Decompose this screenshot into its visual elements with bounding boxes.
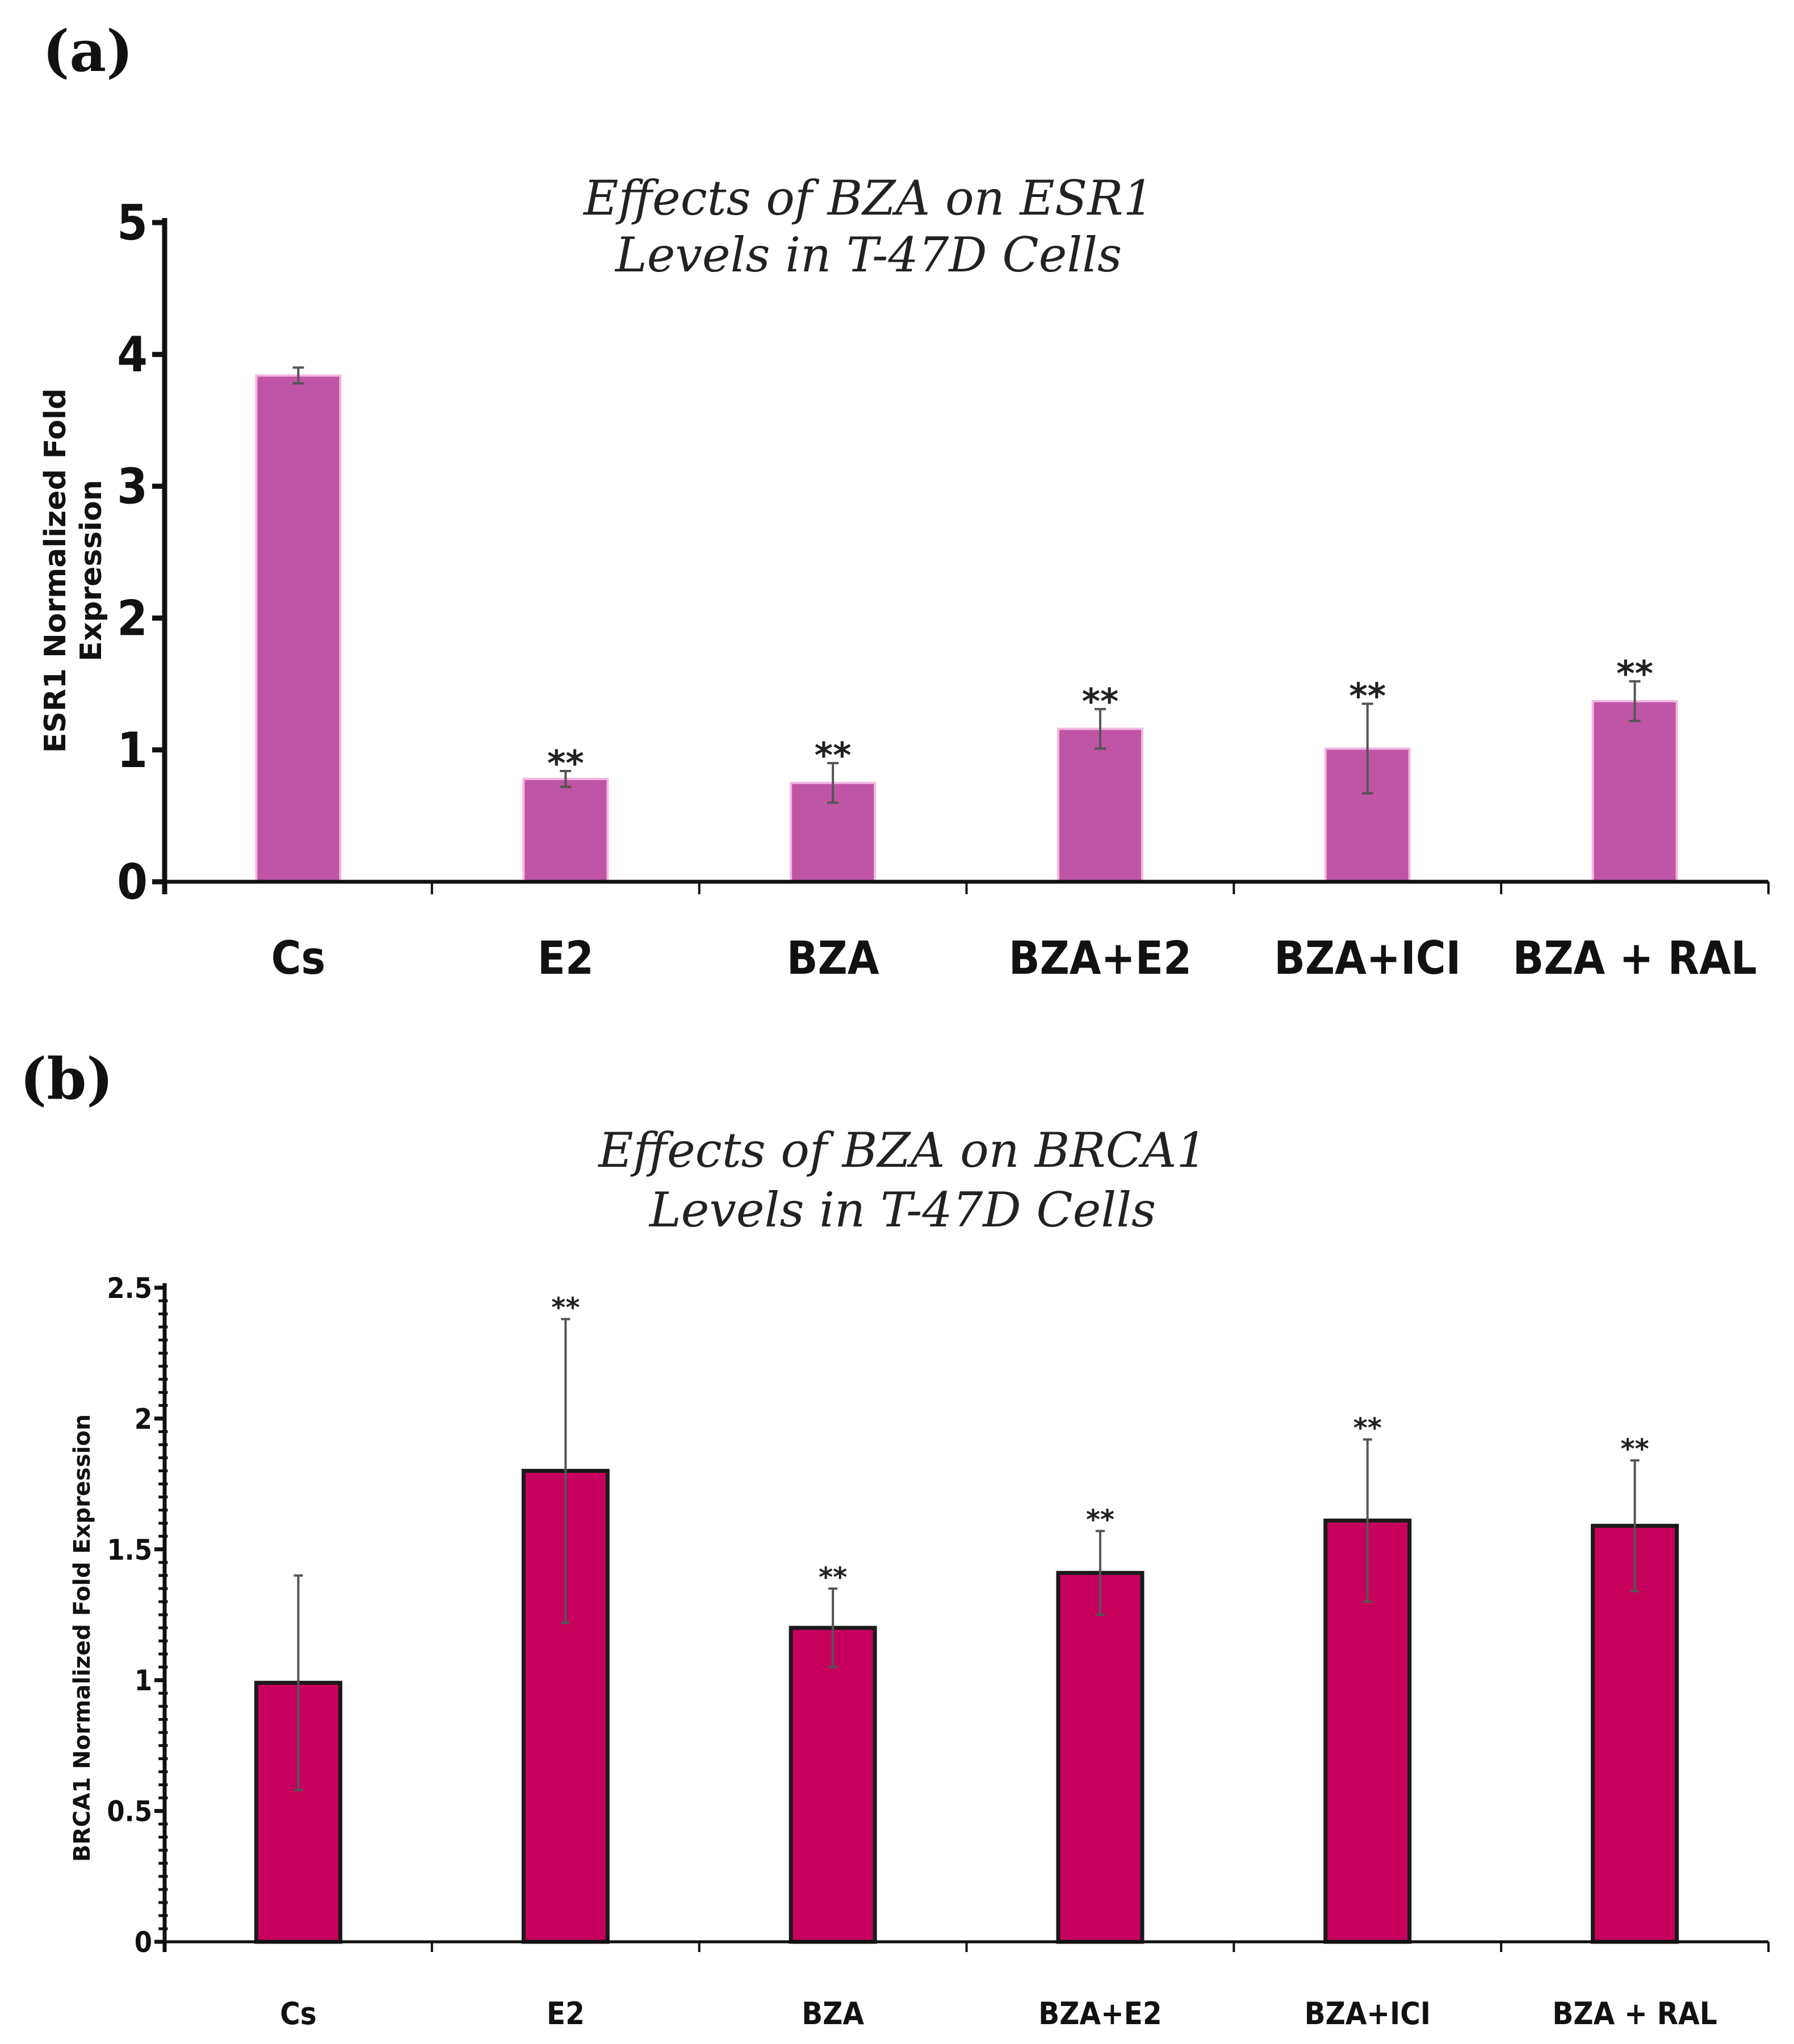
y-tick-label: 1	[117, 722, 148, 779]
y-tick-label: 1.5	[107, 1534, 152, 1566]
y-tick-label: 2.5	[107, 1272, 152, 1305]
significance-marker: **	[1086, 1504, 1114, 1536]
bar-bza-e2	[1056, 1570, 1145, 1944]
x-tick-label: BZA	[787, 932, 879, 985]
error-bar	[560, 769, 572, 788]
error-bar	[561, 1318, 571, 1624]
chart-title-line-2: Levels in T-47D Cells	[614, 227, 1122, 283]
error-bar	[294, 1574, 303, 1791]
error-bar	[1629, 680, 1641, 722]
y-tick-label: 4	[117, 326, 148, 383]
error-bars	[294, 1318, 1640, 1791]
y-axis-label: BRCA1 Normalized Fold Expression	[69, 1414, 95, 1862]
error-bar	[1361, 702, 1373, 795]
y-axis-label-line-2: Expression	[74, 480, 108, 661]
y-tick-label: 2	[117, 590, 148, 647]
error-bar	[828, 1587, 838, 1669]
bar-bza-ral	[1591, 700, 1678, 883]
error-bar	[827, 762, 839, 804]
chart-title-line-1: Effects of BZA on ESR1	[582, 170, 1154, 226]
error-bar	[1094, 707, 1106, 750]
significance-markers: ** ** ** ** **	[547, 653, 1653, 784]
x-tick-label: BZA + RAL	[1513, 932, 1757, 985]
x-tick-label: BZA+ICI	[1274, 932, 1461, 985]
chart-title-line-1: Effects of BZA on BRCA1	[597, 1122, 1207, 1178]
y-tick-label: 0.5	[107, 1795, 152, 1828]
x-axis-labels: Cs E2 BZA BZA+E2 BZA+ICI BZA + RAL	[271, 932, 1757, 985]
y-axis-ticks: 0 1 2 3 4 5	[117, 195, 165, 911]
error-bar	[1095, 1530, 1105, 1616]
error-bar	[292, 366, 304, 385]
y-tick-label: 5	[117, 195, 148, 252]
significance-marker: **	[819, 1561, 847, 1593]
x-tick-label: Cs	[271, 932, 326, 985]
error-bars	[292, 366, 1641, 804]
y-axis-ticks: 0 0.5 1 1.5 2 2.5	[107, 1272, 168, 1959]
x-tick-label: BZA+E2	[1009, 932, 1192, 985]
axes	[162, 218, 1770, 894]
x-tick-label: Cs	[280, 1996, 317, 2032]
x-tick-label: BZA + RAL	[1552, 1996, 1717, 2032]
y-tick-label: 3	[117, 458, 148, 515]
significance-marker: **	[1082, 681, 1118, 722]
axes	[162, 1283, 1770, 1952]
y-axis-label-line-1: ESR1 Normalized Fold	[39, 388, 73, 753]
bar-e2	[522, 777, 609, 883]
chart-brca1: (b) Effects of BZA on BRCA1 Levels in T-…	[20, 1045, 1770, 2032]
bar-cs	[255, 374, 342, 883]
bars	[254, 1469, 1679, 1944]
significance-marker: **	[1353, 1413, 1382, 1444]
x-tick-label: E2	[538, 932, 594, 985]
significance-markers: ** ** ** ** **	[551, 1292, 1649, 1594]
panel-label-b: (b)	[20, 1045, 114, 1112]
x-tick-label: BZA+E2	[1038, 1996, 1162, 2032]
chart-title-line-2: Levels in T-47D Cells	[648, 1182, 1156, 1238]
x-axis-labels: Cs E2 BZA BZA+E2 BZA+ICI BZA + RAL	[280, 1996, 1717, 2032]
y-tick-label: 1	[135, 1664, 152, 1697]
y-tick-label: 2	[135, 1402, 152, 1435]
x-tick-label: BZA+ICI	[1305, 1996, 1431, 2032]
bar-bza	[789, 1626, 877, 1944]
significance-marker: **	[1620, 1434, 1649, 1465]
significance-marker: **	[1349, 676, 1386, 717]
panel-label-a: (a)	[43, 18, 133, 85]
chart-esr1: (a) Effects of BZA on ESR1 Levels in T-4…	[39, 18, 1770, 985]
significance-marker: **	[815, 735, 852, 776]
significance-marker: **	[1616, 653, 1653, 694]
error-bar	[1363, 1438, 1372, 1603]
x-tick-label: BZA	[802, 1996, 864, 2032]
x-tick-label: E2	[547, 1996, 585, 2032]
significance-marker: **	[551, 1292, 580, 1324]
significance-marker: **	[547, 743, 584, 784]
error-bar	[1630, 1459, 1640, 1593]
bars	[255, 374, 1678, 883]
bar-bza-e2	[1057, 727, 1143, 883]
y-tick-label: 0	[117, 854, 148, 911]
y-tick-label: 0	[135, 1926, 152, 1959]
